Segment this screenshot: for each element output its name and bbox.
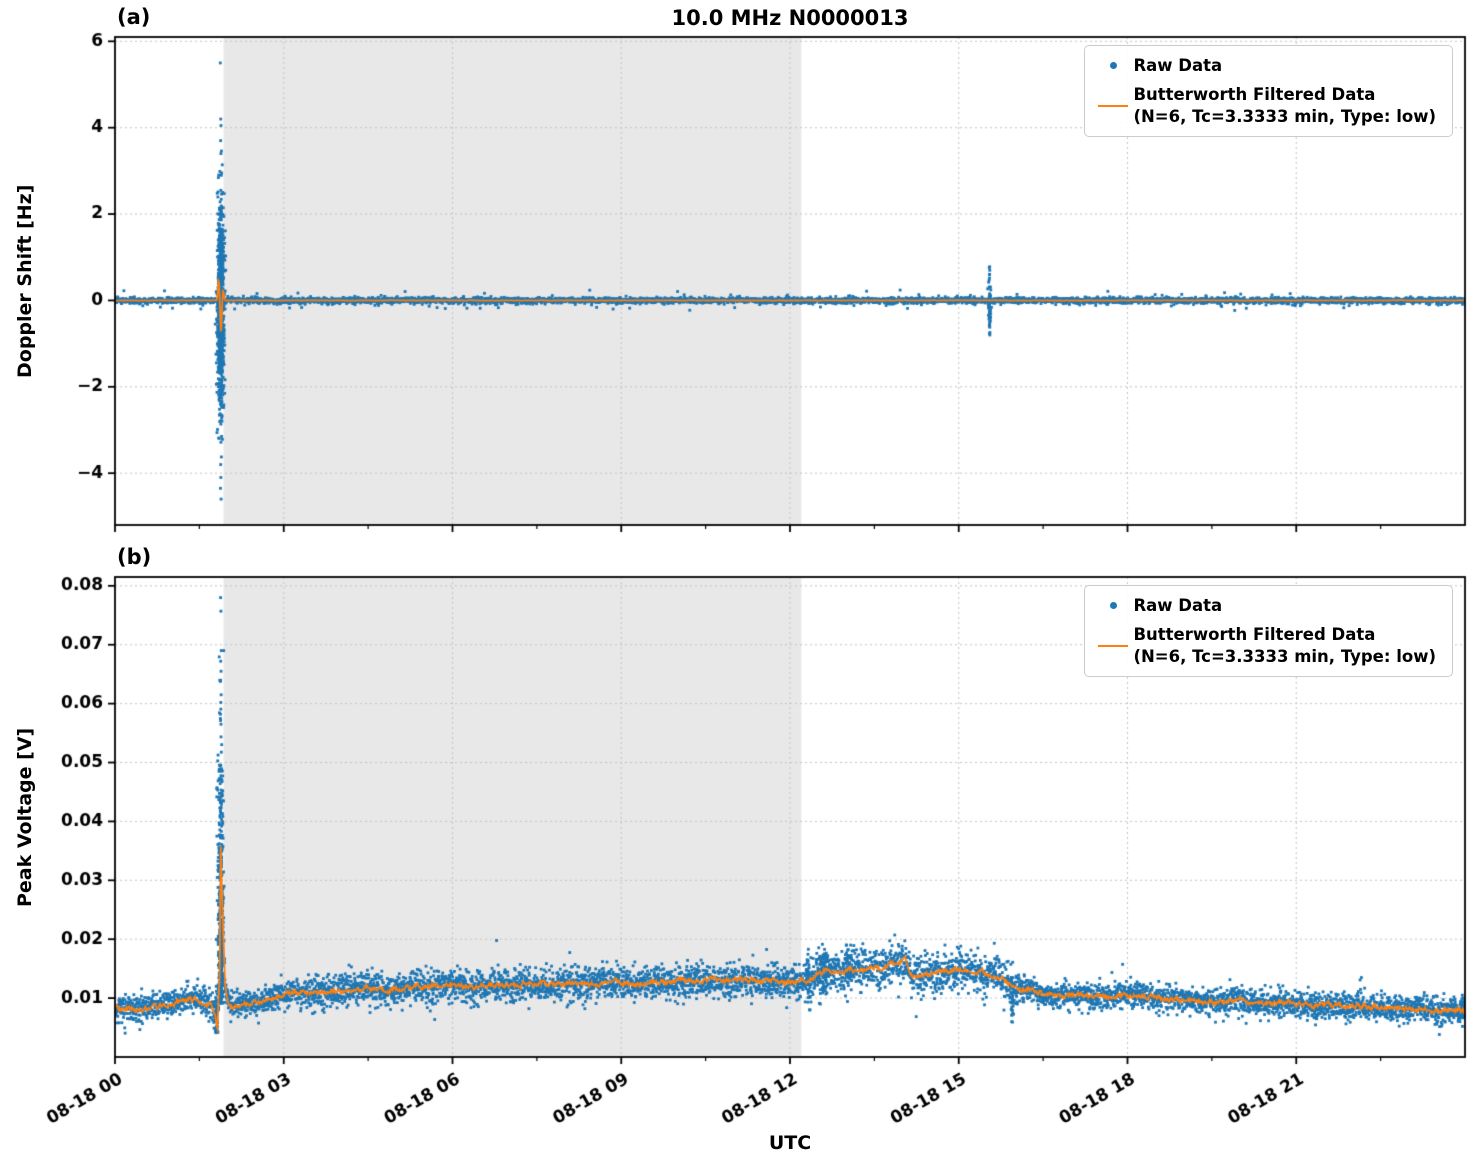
panel-b-label: (b)	[117, 545, 152, 569]
legend-filtered-label-line2: (N=6, Tc=3.3333 min, Type: low)	[1133, 106, 1436, 126]
legend-panel-b: Raw Data Butterworth Filtered Data (N=6,…	[1084, 585, 1453, 678]
legend-entry-raw: Raw Data	[1093, 595, 1436, 617]
legend-entry-filtered: Butterworth Filtered Data (N=6, Tc=3.333…	[1093, 624, 1436, 668]
panel-b-y-axis-label: Peak Voltage [V]	[14, 727, 36, 907]
legend-panel-a: Raw Data Butterworth Filtered Data (N=6,…	[1084, 45, 1453, 138]
legend-entry-raw: Raw Data	[1093, 55, 1436, 77]
panel-a-label: (a)	[117, 5, 151, 29]
raw-data-marker	[1109, 602, 1117, 610]
x-axis-label: UTC	[768, 1132, 812, 1154]
raw-data-marker	[1109, 62, 1117, 70]
legend-raw-label: Raw Data	[1133, 56, 1223, 75]
figure-title: 10.0 MHz N0000013	[671, 6, 909, 30]
legend-filtered-label-line2: (N=6, Tc=3.3333 min, Type: low)	[1133, 646, 1436, 666]
raw-data-marker-slot	[1093, 602, 1133, 610]
filtered-line-marker-slot	[1093, 644, 1133, 647]
filtered-line-marker	[1098, 104, 1129, 107]
legend-raw-label: Raw Data	[1133, 596, 1223, 615]
legend-filtered-label-line1: Butterworth Filtered Data	[1133, 84, 1376, 104]
filtered-line-marker	[1098, 644, 1129, 647]
panel-a-y-axis-label: Doppler Shift [Hz]	[14, 184, 36, 378]
legend-filtered-label-line1: Butterworth Filtered Data	[1133, 624, 1376, 644]
legend-entry-filtered: Butterworth Filtered Data (N=6, Tc=3.333…	[1093, 84, 1436, 128]
filtered-line-marker-slot	[1093, 104, 1133, 107]
raw-data-marker-slot	[1093, 62, 1133, 70]
